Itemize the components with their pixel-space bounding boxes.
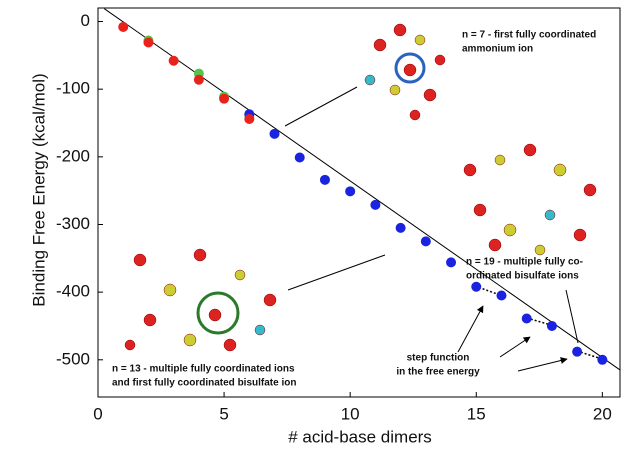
- data-point: [546, 320, 557, 331]
- data-point: [370, 199, 381, 210]
- annotation: ammonium ion: [462, 44, 533, 55]
- plot-frame: [97, 7, 621, 398]
- annotation: ordinated bisulfate ions: [466, 271, 579, 282]
- annotation: in the free energy: [396, 367, 480, 378]
- x-tick-label: 20: [593, 404, 612, 423]
- data-point: [597, 354, 608, 365]
- data-point: [496, 290, 507, 301]
- y-tick-label: -200: [56, 146, 90, 165]
- x-axis-label: # acid-base dimers: [288, 427, 432, 446]
- x-tick-label: 0: [93, 404, 102, 423]
- x-tick-label: 5: [219, 404, 228, 423]
- molecule-illustration: [463, 143, 597, 256]
- data-point: [219, 93, 230, 104]
- data-point: [143, 37, 154, 48]
- y-tick-label: 0: [81, 11, 90, 30]
- annotation: n = 13 - multiple fully coordinated ions: [112, 364, 295, 375]
- data-point: [193, 74, 204, 85]
- y-tick-label: -100: [56, 79, 90, 98]
- data-point: [294, 152, 305, 163]
- annotation: n = 7 - first fully coordinated: [462, 30, 596, 41]
- annotation: and first fully coordinated bisulfate io…: [112, 378, 296, 389]
- data-point: [118, 21, 129, 32]
- y-tick-label: -500: [56, 349, 90, 368]
- data-point: [572, 346, 583, 357]
- annotation: n = 19 - multiple fully co-: [466, 257, 583, 268]
- data-point: [168, 55, 179, 66]
- annotation: step function: [407, 353, 470, 364]
- data-point: [446, 257, 457, 268]
- y-tick-label: -400: [56, 282, 90, 301]
- fit-line: [104, 8, 621, 371]
- data-point: [269, 128, 280, 139]
- x-tick-label: 15: [467, 404, 486, 423]
- molecule-illustration: [364, 23, 446, 121]
- data-point: [319, 174, 330, 185]
- data-point: [244, 113, 255, 124]
- data-point: [395, 222, 406, 233]
- data-point: [471, 281, 482, 292]
- x-tick-label: 10: [341, 404, 360, 423]
- molecule-illustration: [124, 248, 277, 352]
- y-axis-label: Binding Free Energy (kcal/mol): [29, 73, 48, 306]
- data-point: [345, 186, 356, 197]
- data-point: [420, 236, 431, 247]
- data-point: [521, 313, 532, 324]
- y-tick-label: -300: [56, 214, 90, 233]
